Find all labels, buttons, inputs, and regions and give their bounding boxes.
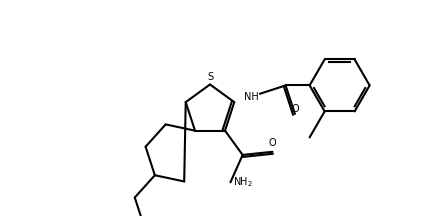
Text: NH: NH	[244, 92, 259, 102]
Text: O: O	[291, 104, 299, 114]
Text: S: S	[207, 73, 213, 83]
Text: NH$_2$: NH$_2$	[233, 175, 253, 189]
Text: O: O	[269, 138, 276, 148]
